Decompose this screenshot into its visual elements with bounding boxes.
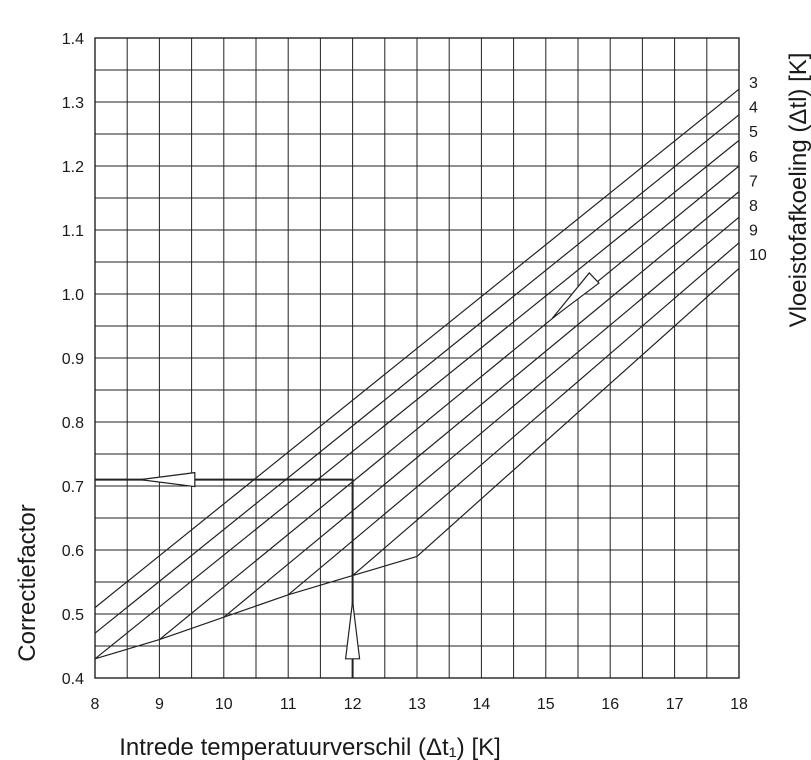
y-tick-label: 1.0 bbox=[62, 287, 84, 304]
arrow-left-icon bbox=[140, 471, 196, 488]
plot-frame bbox=[94, 37, 740, 679]
x-tick-label: 14 bbox=[473, 696, 491, 713]
curve-label-8: 8 bbox=[749, 198, 758, 215]
example-guides bbox=[95, 272, 600, 678]
y-tick-label: 0.5 bbox=[62, 607, 84, 624]
x-tick-label: 15 bbox=[537, 696, 555, 713]
y-tick-label: 1.3 bbox=[62, 95, 84, 112]
x-tick-label: 17 bbox=[666, 696, 684, 713]
x-tick-labels: 8 9 10 11 12 13 14 15 16 17 18 bbox=[91, 696, 748, 713]
boundary-line bbox=[94, 555, 418, 660]
curve-label-3: 3 bbox=[749, 75, 758, 92]
grid bbox=[94, 37, 740, 679]
series-line-5 bbox=[94, 139, 740, 660]
y-tick-label: 0.6 bbox=[62, 543, 84, 560]
curve-labels: 3 4 5 6 7 8 9 10 bbox=[749, 75, 767, 264]
y-tick-label: 0.7 bbox=[62, 479, 84, 496]
y-tick-labels: 0.4 0.5 0.6 0.7 0.8 0.9 1.0 1.1 1.2 1.3 1.4 bbox=[62, 31, 84, 688]
y-tick-label: 1.4 bbox=[62, 31, 84, 48]
series-line-9 bbox=[352, 242, 740, 577]
curve-label-9: 9 bbox=[749, 223, 758, 240]
curve-label-7: 7 bbox=[749, 173, 758, 190]
series-line-8 bbox=[287, 216, 740, 596]
curve-label-10: 10 bbox=[749, 247, 767, 264]
x-tick-label: 16 bbox=[601, 696, 619, 713]
curves bbox=[94, 88, 740, 660]
x-tick-label: 12 bbox=[344, 696, 362, 713]
series-line-6 bbox=[159, 165, 740, 641]
series-line-4 bbox=[94, 114, 740, 634]
x-tick-label: 10 bbox=[215, 696, 233, 713]
right-axis-label: Vloeistofafkoeling (Δtl) [K] bbox=[785, 53, 811, 328]
series-line-10 bbox=[416, 267, 740, 557]
y-tick-label: 0.4 bbox=[62, 671, 84, 688]
y-tick-label: 0.8 bbox=[62, 415, 84, 432]
y-tick-label: 1.1 bbox=[62, 223, 84, 240]
x-tick-label: 13 bbox=[408, 696, 426, 713]
y-axis-label: Correctiefactor bbox=[14, 504, 41, 661]
x-tick-label: 18 bbox=[730, 696, 748, 713]
x-tick-label: 11 bbox=[280, 696, 297, 713]
x-axis-label: Intrede temperatuurverschil (Δt₁) [K] bbox=[119, 734, 501, 760]
arrow-up-icon bbox=[344, 601, 361, 660]
curve-label-6: 6 bbox=[749, 149, 758, 166]
series-line-3 bbox=[94, 88, 740, 609]
y-tick-label: 1.2 bbox=[62, 159, 84, 176]
x-tick-label: 8 bbox=[91, 696, 100, 713]
series-line-7 bbox=[223, 191, 740, 618]
curve-label-5: 5 bbox=[749, 124, 758, 141]
y-tick-label: 0.9 bbox=[62, 351, 84, 368]
arrow-diagonal-icon bbox=[551, 272, 600, 319]
curve-label-4: 4 bbox=[749, 100, 758, 117]
x-tick-label: 9 bbox=[155, 696, 164, 713]
